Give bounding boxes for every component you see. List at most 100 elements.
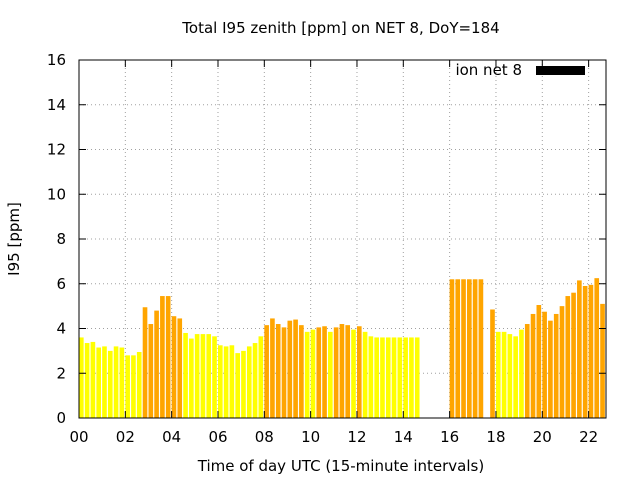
legend-label: ion net 8 bbox=[455, 61, 522, 79]
bar bbox=[281, 327, 287, 418]
bar bbox=[171, 316, 177, 418]
bar bbox=[148, 324, 154, 418]
bar bbox=[449, 279, 455, 418]
chart-title: Total I95 zenith [ppm] on NET 8, DoY=184 bbox=[181, 19, 499, 37]
bar bbox=[414, 337, 420, 418]
bar bbox=[79, 337, 84, 418]
bar-series bbox=[79, 278, 605, 418]
bar bbox=[362, 331, 368, 418]
bar bbox=[154, 310, 159, 418]
bar bbox=[495, 331, 501, 418]
x-tick-label: 14 bbox=[394, 428, 413, 446]
bar bbox=[287, 320, 293, 418]
y-tick-label: 4 bbox=[56, 320, 66, 338]
bar bbox=[548, 320, 553, 418]
bar bbox=[536, 305, 542, 418]
bar bbox=[328, 331, 333, 418]
bar bbox=[246, 346, 252, 418]
bar bbox=[351, 329, 356, 418]
legend: ion net 8 bbox=[455, 61, 585, 79]
bar bbox=[490, 309, 495, 418]
bar bbox=[409, 337, 414, 418]
bar bbox=[380, 337, 385, 418]
bar bbox=[84, 343, 90, 418]
bar bbox=[206, 334, 212, 418]
bar bbox=[600, 303, 605, 418]
y-tick-label: 12 bbox=[47, 141, 66, 159]
y-tick-label: 10 bbox=[47, 185, 66, 203]
bar bbox=[571, 292, 576, 418]
bar bbox=[565, 296, 571, 418]
bar bbox=[310, 329, 316, 418]
bar bbox=[524, 324, 530, 418]
bar bbox=[270, 318, 275, 418]
x-tick-label: 00 bbox=[69, 428, 88, 446]
bar bbox=[102, 346, 107, 418]
bar bbox=[96, 347, 102, 418]
bar bbox=[397, 337, 403, 418]
y-tick-label: 0 bbox=[56, 409, 66, 427]
bar bbox=[391, 337, 397, 418]
bar bbox=[125, 355, 130, 418]
x-tick-label: 04 bbox=[162, 428, 181, 446]
bar bbox=[316, 327, 322, 418]
bar bbox=[177, 318, 183, 418]
bar bbox=[403, 337, 408, 418]
bar bbox=[507, 334, 513, 418]
bar bbox=[368, 336, 374, 418]
bar bbox=[241, 350, 246, 418]
bar bbox=[131, 355, 136, 418]
x-tick-label: 02 bbox=[116, 428, 135, 446]
x-tick-label: 06 bbox=[208, 428, 227, 446]
axis-ticks bbox=[78, 59, 606, 419]
bar bbox=[136, 351, 142, 418]
bar bbox=[542, 311, 547, 418]
bar bbox=[229, 345, 235, 418]
bar bbox=[293, 319, 298, 418]
x-tick-label: 12 bbox=[347, 428, 366, 446]
bar bbox=[165, 296, 171, 418]
bar bbox=[322, 326, 327, 418]
bar bbox=[582, 285, 588, 418]
bar bbox=[588, 284, 594, 418]
bar bbox=[559, 306, 565, 418]
bar bbox=[160, 296, 165, 418]
y-tick-label: 8 bbox=[56, 230, 66, 248]
bar bbox=[374, 337, 379, 418]
bar bbox=[258, 336, 264, 418]
x-tick-label: 10 bbox=[301, 428, 320, 446]
bar bbox=[467, 279, 472, 418]
bar bbox=[455, 279, 461, 418]
bar bbox=[461, 279, 466, 418]
x-tick-label: 08 bbox=[255, 428, 274, 446]
bar bbox=[513, 336, 518, 418]
bar bbox=[113, 346, 119, 418]
x-tick-labels: 00 02 04 06 08 10 12 14 16 18 20 22 bbox=[69, 428, 598, 446]
bar bbox=[333, 327, 339, 418]
bar bbox=[530, 313, 536, 418]
x-tick-label: 20 bbox=[533, 428, 552, 446]
bar bbox=[339, 324, 345, 418]
bar bbox=[212, 336, 217, 418]
y-axis-title: I95 [ppm] bbox=[5, 202, 23, 276]
bar bbox=[235, 353, 240, 418]
bar bbox=[594, 278, 600, 418]
bar bbox=[264, 325, 269, 418]
bar bbox=[142, 307, 148, 418]
bar bbox=[345, 325, 351, 418]
x-tick-label: 18 bbox=[486, 428, 505, 446]
bar bbox=[553, 313, 559, 418]
bar bbox=[183, 332, 188, 418]
bar bbox=[107, 350, 113, 418]
bar bbox=[252, 343, 258, 418]
bar bbox=[217, 345, 223, 418]
x-tick-label: 16 bbox=[440, 428, 459, 446]
bar bbox=[275, 324, 281, 418]
y-tick-label: 14 bbox=[47, 96, 66, 114]
y-tick-label: 2 bbox=[56, 364, 66, 382]
bar bbox=[304, 331, 310, 418]
bar bbox=[519, 329, 524, 418]
bar bbox=[200, 334, 206, 418]
bar bbox=[223, 346, 229, 418]
